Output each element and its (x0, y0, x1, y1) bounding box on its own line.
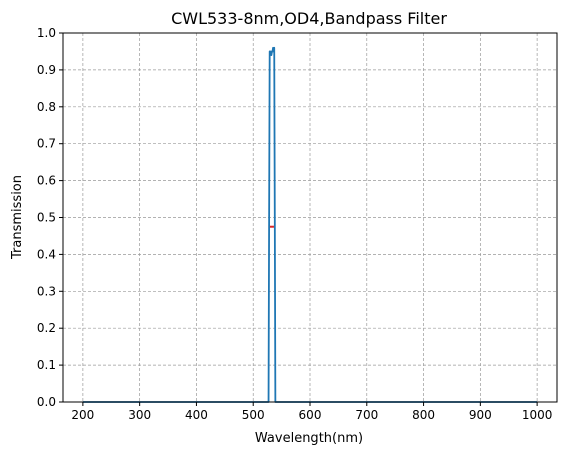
y-tick-label: 1.0 (37, 26, 56, 40)
x-tick-label: 200 (71, 408, 94, 422)
y-tick-label: 0.4 (37, 247, 56, 261)
x-tick-label: 500 (242, 408, 265, 422)
series-layer (82, 46, 538, 403)
y-tick-label: 0.7 (37, 137, 56, 151)
y-tick-label: 0.2 (37, 321, 56, 335)
y-tick-label: 0.3 (37, 284, 56, 298)
x-tick-label: 400 (185, 408, 208, 422)
x-tick-label: 800 (412, 408, 435, 422)
x-tick-label: 1000 (522, 408, 553, 422)
axis-ticks: 200 300 400 500 600 700 800 900 1000 0.0 0.1 0.2 0.3… (37, 26, 552, 422)
y-tick-label: 0.5 (37, 211, 56, 225)
y-axis-label: Transmission (10, 175, 25, 260)
y-tick-label: 0.0 (37, 395, 56, 409)
x-axis-label: Wavelength(nm) (255, 431, 363, 446)
chart-title: CWL533-8nm,OD4,Bandpass Filter (171, 9, 447, 28)
series-line (82, 46, 538, 403)
x-tick-label: 300 (128, 408, 151, 422)
x-tick-label: 700 (355, 408, 378, 422)
y-tick-label: 0.8 (37, 100, 56, 114)
grid (63, 32, 557, 403)
x-tick-label: 900 (469, 408, 492, 422)
y-tick-label: 0.6 (37, 174, 56, 188)
y-tick-label: 0.9 (37, 63, 56, 77)
x-tick-label: 600 (299, 408, 322, 422)
y-tick-label: 0.1 (37, 358, 56, 372)
